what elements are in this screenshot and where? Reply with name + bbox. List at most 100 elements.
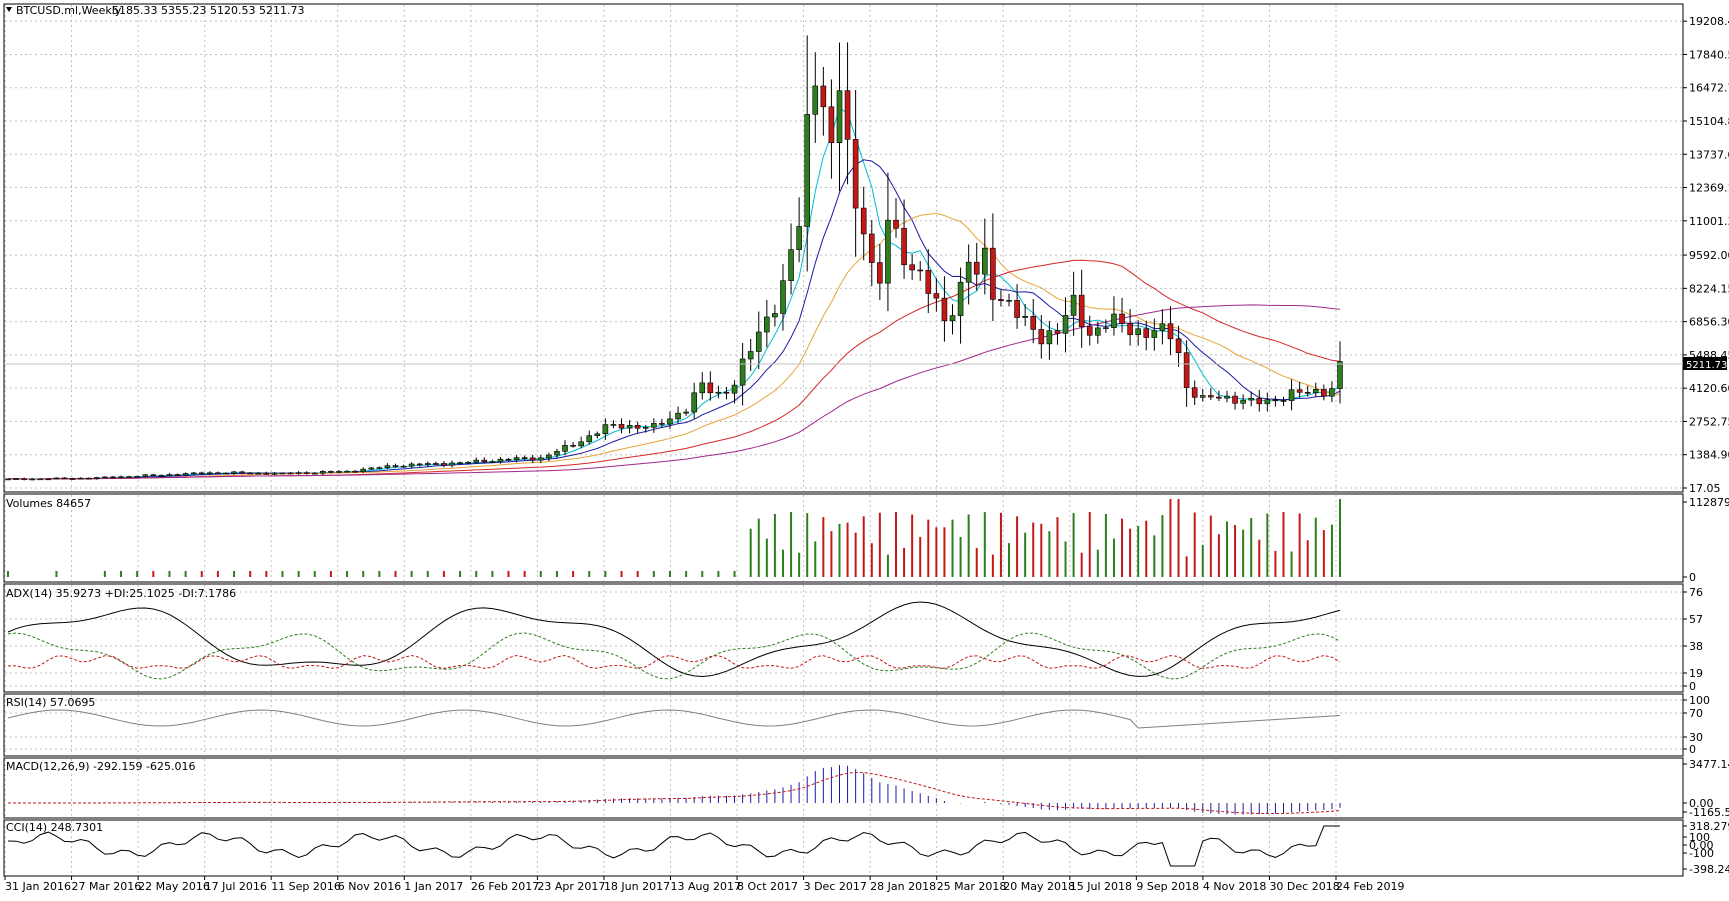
candle-body <box>1159 323 1166 331</box>
candle-body <box>311 472 318 475</box>
candle-body <box>901 227 907 266</box>
candle-body <box>1296 389 1303 393</box>
candle-body <box>368 467 375 470</box>
price-tick-label: 9592.00 <box>1689 249 1729 262</box>
candle-body <box>231 471 237 474</box>
macd-signal-line <box>8 771 1341 814</box>
candle-body <box>691 392 697 413</box>
candle-body <box>707 382 714 394</box>
symbol-label: BTCUSD.ml,Weekly <box>16 4 122 17</box>
candle-body <box>344 470 350 473</box>
time-tick-label: 17 Jul 2016 <box>205 880 267 893</box>
candle-body <box>239 471 245 474</box>
pane-cci <box>3 819 1684 877</box>
price-tick-label: 17.05 <box>1689 482 1721 495</box>
ind-tick-label: 318.2798 <box>1689 820 1729 833</box>
chart-panes <box>3 3 1684 877</box>
price-tick-label: 13737.00 <box>1689 148 1729 161</box>
price-axis: 19208.40 17840.55 16472.70 15104.85 13737.00… <box>1683 15 1729 495</box>
candle-body <box>651 423 657 428</box>
candle-body <box>1014 299 1020 318</box>
candle-body <box>1135 328 1141 335</box>
adx-line <box>7 601 1341 678</box>
candlesticks <box>5 35 1343 481</box>
candle-body <box>118 476 124 479</box>
candle-body <box>1191 387 1198 398</box>
candle-body <box>659 423 665 425</box>
candle-body <box>392 465 399 467</box>
adx-label: ADX(14) 35.9273 +DI:25.1025 -DI:7.1786 <box>6 587 236 600</box>
time-tick-label: 26 Feb 2017 <box>471 880 539 893</box>
candle-body <box>433 463 439 465</box>
price-tick-label: 2752.75 <box>1689 415 1729 428</box>
candle-body <box>449 462 455 466</box>
candle-body <box>481 459 488 463</box>
candle-body <box>271 472 278 475</box>
candle-body <box>473 459 480 463</box>
candle-body <box>336 471 342 473</box>
candle-body <box>860 207 867 235</box>
candle-body <box>1022 316 1028 318</box>
candle-body <box>513 457 520 461</box>
candle-body <box>1175 338 1182 353</box>
candle-body <box>37 478 44 481</box>
cci-indicator <box>7 825 1340 867</box>
candle-body <box>925 270 932 294</box>
plus-di-line <box>7 632 1341 680</box>
price-tick-label: 12369.15 <box>1689 182 1729 195</box>
candle-body <box>1054 330 1061 334</box>
candle-body <box>1216 396 1222 399</box>
ind-tick-label: 19 <box>1689 667 1703 680</box>
ind-tick-label: 70 <box>1689 707 1703 720</box>
candle-body <box>836 90 843 143</box>
candle-body <box>715 391 722 394</box>
pane-rsi <box>3 693 1684 757</box>
candle-body <box>126 476 132 478</box>
candle-body <box>820 85 827 108</box>
rsi-indicator <box>7 709 1341 729</box>
pane-main <box>3 3 1684 493</box>
minus-di-line <box>7 654 1341 669</box>
candle-body <box>610 424 617 426</box>
candle-body <box>917 269 924 272</box>
moving-average-line <box>7 259 1341 480</box>
candle-body <box>747 351 754 360</box>
candle-body <box>61 477 68 480</box>
candle-body <box>941 297 948 322</box>
price-tick-label: 11001.30 <box>1689 215 1729 228</box>
candle-body <box>1232 395 1238 404</box>
candle-body <box>1119 313 1125 324</box>
ind-tick-label: 0.00 <box>1689 839 1714 852</box>
candle-body <box>893 219 899 229</box>
candle-body <box>949 315 956 322</box>
candle-body <box>1329 388 1335 397</box>
time-tick-label: 30 Dec 2018 <box>1269 880 1339 893</box>
time-tick-label: 6 Nov 2016 <box>338 880 401 893</box>
time-tick-label: 1 Jan 2017 <box>404 880 463 893</box>
candle-body <box>1199 395 1206 398</box>
candle-body <box>586 435 593 443</box>
macd-label: MACD(12,26,9) -292.159 -625.016 <box>6 760 195 773</box>
price-tick-label: 19208.40 <box>1689 15 1729 28</box>
candle-body <box>1086 326 1093 336</box>
pane-vol <box>3 493 1684 583</box>
candle-body <box>441 463 447 466</box>
dropdown-triangle-icon[interactable] <box>6 7 12 12</box>
ind-tick-label: 0 <box>1689 743 1696 756</box>
candle-body <box>1006 299 1012 302</box>
rsi-label: RSI(14) 57.0695 <box>6 696 95 709</box>
candle-body <box>1240 399 1246 404</box>
ind-tick-label: 30 <box>1689 731 1703 744</box>
price-tick-label: 17840.55 <box>1689 48 1729 61</box>
candle-body <box>1280 400 1287 402</box>
candle-body <box>5 478 11 481</box>
time-tick-label: 11 Sep 2016 <box>271 880 341 893</box>
time-tick-label: 9 Sep 2018 <box>1136 880 1199 893</box>
candle-body <box>497 458 504 462</box>
time-tick-label: 4 Nov 2018 <box>1203 880 1266 893</box>
candle-body <box>424 463 431 466</box>
candle-body <box>1288 389 1295 401</box>
